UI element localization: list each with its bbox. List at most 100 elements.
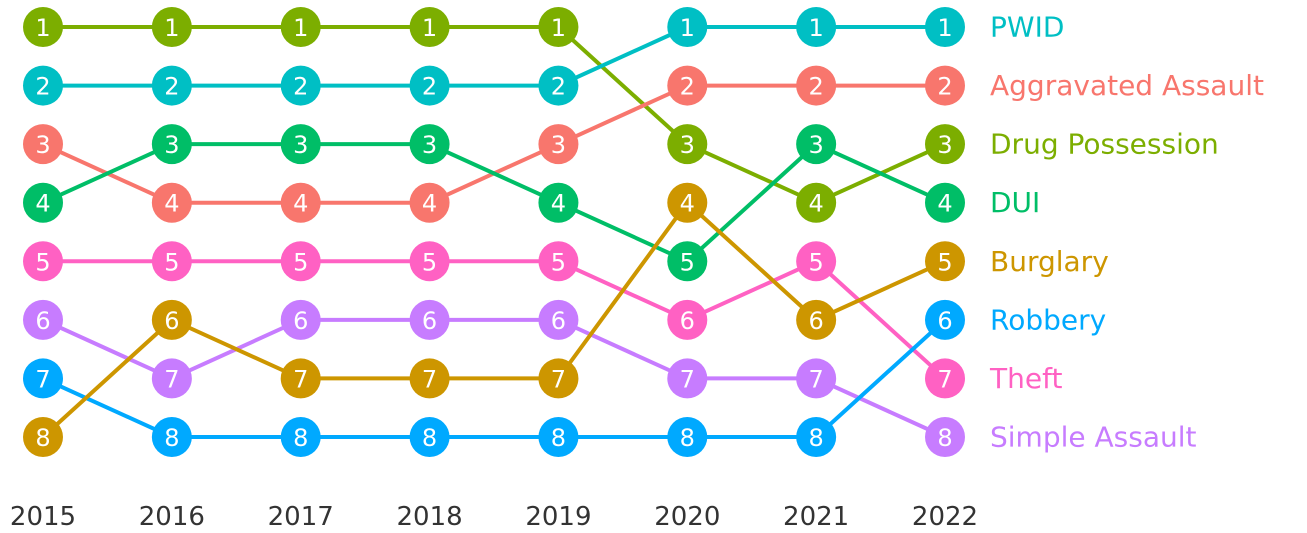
rank-label: 4 bbox=[293, 190, 308, 218]
legend-label: Aggravated Assault bbox=[990, 69, 1264, 102]
rank-label: 7 bbox=[809, 365, 824, 393]
rank-point bbox=[409, 7, 450, 47]
rank-point bbox=[23, 358, 63, 399]
rank-label: 2 bbox=[35, 73, 50, 101]
rank-point bbox=[409, 65, 450, 106]
rank-label: 5 bbox=[551, 248, 566, 276]
rank-point bbox=[538, 182, 579, 223]
rank-point bbox=[538, 358, 579, 399]
rank-label: 3 bbox=[35, 131, 50, 159]
rank-label: 5 bbox=[937, 248, 952, 276]
rank-point bbox=[280, 65, 321, 106]
series-line bbox=[43, 258, 947, 380]
rank-label: 2 bbox=[809, 73, 824, 101]
rank-point bbox=[23, 417, 63, 457]
rank-label: 6 bbox=[293, 307, 308, 335]
rank-label: 6 bbox=[680, 307, 695, 335]
rank-point bbox=[538, 65, 579, 106]
rank-point bbox=[667, 358, 708, 399]
legend-label: Robbery bbox=[990, 303, 1106, 336]
rank-point bbox=[667, 241, 708, 282]
rank-label: 7 bbox=[937, 365, 952, 393]
legend-label: DUI bbox=[990, 186, 1040, 219]
rank-label: 6 bbox=[164, 307, 179, 335]
rank-point bbox=[151, 417, 192, 457]
rank-label: 8 bbox=[164, 424, 179, 452]
rank-label: 7 bbox=[551, 365, 566, 393]
rank-label: 1 bbox=[35, 14, 50, 42]
rank-label: 6 bbox=[551, 307, 566, 335]
rank-point bbox=[925, 358, 965, 399]
rank-point bbox=[925, 299, 965, 340]
rank-point bbox=[796, 358, 837, 399]
legend-label: Simple Assault bbox=[990, 421, 1197, 454]
rank-point bbox=[23, 241, 63, 282]
rank-point bbox=[796, 7, 837, 47]
rank-label: 4 bbox=[551, 190, 566, 218]
rank-label: 7 bbox=[35, 365, 50, 393]
rank-point bbox=[280, 358, 321, 399]
rank-label: 2 bbox=[422, 73, 437, 101]
rank-point bbox=[667, 7, 708, 47]
rank-label: 7 bbox=[680, 365, 695, 393]
rank-label: 3 bbox=[422, 131, 437, 159]
rank-label: 3 bbox=[551, 131, 566, 159]
rank-point bbox=[538, 241, 579, 282]
rank-label: 3 bbox=[680, 131, 695, 159]
rank-point bbox=[151, 124, 192, 165]
rank-point bbox=[409, 358, 450, 399]
rank-label: 1 bbox=[551, 14, 566, 42]
rank-label: 1 bbox=[293, 14, 308, 42]
rank-label: 5 bbox=[680, 248, 695, 276]
rank-point bbox=[796, 124, 837, 165]
rank-label: 6 bbox=[937, 307, 952, 335]
rank-label: 7 bbox=[164, 365, 179, 393]
rank-point bbox=[796, 182, 837, 223]
rank-point bbox=[409, 241, 450, 282]
rank-label: 3 bbox=[293, 131, 308, 159]
rank-label: 6 bbox=[809, 307, 824, 335]
rank-label: 3 bbox=[164, 131, 179, 159]
rank-point bbox=[409, 182, 450, 223]
rank-label: 5 bbox=[293, 248, 308, 276]
rank-label: 1 bbox=[422, 14, 437, 42]
rank-point bbox=[151, 65, 192, 106]
rank-point bbox=[409, 299, 450, 340]
rank-point bbox=[667, 65, 708, 106]
rank-point bbox=[280, 7, 321, 47]
x-tick-label: 2017 bbox=[268, 502, 334, 532]
rank-point bbox=[796, 299, 837, 340]
x-tick-label: 2018 bbox=[396, 502, 462, 532]
x-tick-label: 2019 bbox=[525, 502, 591, 532]
rank-point bbox=[796, 241, 837, 282]
x-tick-label: 2021 bbox=[783, 502, 849, 532]
rank-label: 5 bbox=[35, 248, 50, 276]
rank-label: 2 bbox=[680, 73, 695, 101]
legend-label: PWID bbox=[990, 11, 1064, 44]
rank-point bbox=[925, 124, 965, 165]
rank-label: 8 bbox=[422, 424, 437, 452]
rank-point bbox=[409, 417, 450, 457]
rank-point bbox=[23, 182, 63, 223]
rank-label: 1 bbox=[809, 14, 824, 42]
rank-point bbox=[280, 417, 321, 457]
rank-point bbox=[925, 182, 965, 223]
rank-point bbox=[925, 65, 965, 106]
rank-label: 4 bbox=[164, 190, 179, 218]
rank-label: 6 bbox=[35, 307, 50, 335]
rank-point bbox=[667, 124, 708, 165]
rank-point bbox=[925, 7, 965, 47]
rank-point bbox=[23, 299, 63, 340]
rank-point bbox=[280, 124, 321, 165]
rank-label: 4 bbox=[937, 190, 952, 218]
rank-label: 8 bbox=[551, 424, 566, 452]
rank-point bbox=[151, 182, 192, 223]
rank-point bbox=[538, 417, 579, 457]
series-line bbox=[42, 141, 946, 264]
series-line bbox=[43, 25, 945, 88]
rank-point bbox=[796, 65, 837, 106]
rank-point bbox=[667, 417, 708, 457]
rank-point bbox=[796, 417, 837, 457]
x-tick-label: 2022 bbox=[912, 502, 978, 532]
